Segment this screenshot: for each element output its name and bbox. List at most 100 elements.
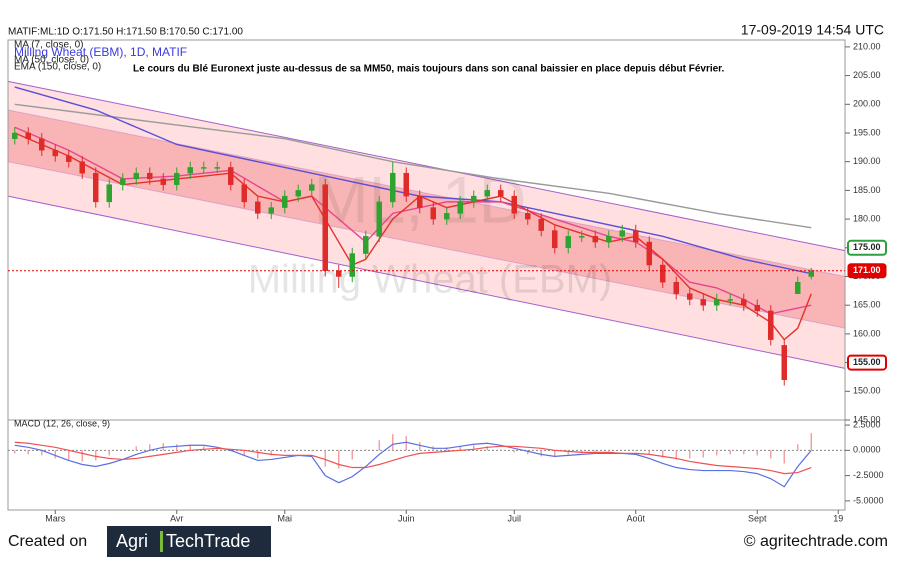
candle-body — [700, 299, 706, 306]
y-tick-label: -2.5000 — [853, 470, 884, 480]
candle-body — [160, 178, 166, 185]
candle-body — [727, 299, 733, 301]
ma-line — [14, 103, 812, 229]
y-tick-label: 185.00 — [853, 185, 881, 195]
candle-body — [241, 184, 247, 203]
y-tick-label: 205.00 — [853, 70, 881, 80]
candle-body — [295, 190, 301, 197]
channel-edge — [7, 80, 846, 252]
price-marker-label: 175.00 — [853, 242, 881, 252]
candle-body — [606, 236, 612, 243]
candle-body — [484, 190, 490, 197]
candle-body — [417, 195, 423, 208]
price-marker-label: 155.00 — [853, 357, 881, 367]
y-tick-label: 210.00 — [853, 41, 881, 51]
legend-entry: MA (7, close, 0) — [14, 40, 83, 51]
candle-body — [349, 253, 355, 277]
candle-body — [336, 270, 342, 277]
candle-body — [201, 167, 207, 169]
y-tick-label: 150.00 — [853, 386, 881, 396]
candle-body — [525, 213, 531, 220]
candle-body — [781, 345, 787, 381]
ma-line — [14, 132, 812, 341]
candle-body — [795, 281, 801, 294]
y-tick-label: 145.00 — [853, 414, 881, 424]
candle-body — [444, 213, 450, 220]
candle-body — [768, 310, 774, 340]
channel-edge — [7, 195, 846, 369]
candle-body — [646, 241, 652, 266]
candle-body — [174, 172, 180, 185]
candle-body — [187, 167, 193, 174]
macd-title: MACD (12, 26, close, 9) — [14, 418, 110, 428]
candle-body — [363, 236, 369, 254]
x-tick-label: 19 — [833, 513, 843, 523]
candle-body — [687, 293, 693, 300]
x-tick-label: Juin — [398, 513, 415, 523]
candle-body — [714, 299, 720, 306]
x-tick-label: Mars — [45, 513, 65, 523]
logo-mark — [160, 531, 163, 552]
candle-body — [12, 132, 18, 139]
y-tick-label: -5.0000 — [853, 495, 884, 505]
candle-body — [39, 138, 45, 151]
y-tick-label: 180.00 — [853, 213, 881, 223]
x-tick-label: Juil — [507, 513, 521, 523]
candle-body — [66, 155, 72, 162]
candle-body — [660, 264, 666, 283]
candle-body — [741, 299, 747, 306]
candle-body — [511, 195, 517, 214]
timestamp: 17-09-2019 14:54 UTC — [741, 22, 884, 38]
candle-body — [633, 230, 639, 243]
plot-frame — [7, 39, 846, 511]
candle-body — [322, 184, 328, 272]
y-tick-label: 2.5000 — [853, 419, 881, 429]
candle-body — [147, 172, 153, 180]
candle-body — [228, 167, 234, 185]
candle-body — [309, 184, 315, 191]
candle-body — [538, 218, 544, 231]
candle-body — [754, 304, 760, 312]
y-tick-label: 195.00 — [853, 127, 881, 137]
macd-line — [14, 441, 812, 475]
candle-body — [457, 201, 463, 214]
legend-entry: MA (50, close, 0) — [14, 55, 89, 66]
candle-body — [52, 149, 58, 157]
candle-body — [673, 281, 679, 294]
price-marker-label: 171.00 — [853, 265, 881, 275]
y-tick-label: 190.00 — [853, 156, 881, 166]
annotation: Le cours du Blé Euronext juste au-dessus… — [133, 64, 725, 75]
created-on: Created on — [8, 533, 87, 550]
candle-body — [25, 132, 31, 139]
chart-title: Milling Wheat (EBM), 1D, MATIF — [14, 45, 187, 59]
candle-body — [579, 236, 585, 238]
y-tick-label: 160.00 — [853, 328, 881, 338]
copyright: © agritechtrade.com — [744, 533, 888, 550]
candle-body — [255, 201, 261, 214]
candle-body — [552, 230, 558, 249]
candle-body — [93, 172, 99, 203]
candle-body — [133, 172, 139, 180]
y-tick-label: 200.00 — [853, 99, 881, 109]
candle-body — [430, 207, 436, 220]
symbol-info: MATIF:ML:1D O:171.50 H:171.50 B:170.50 C… — [8, 27, 243, 38]
logo-techtrade: TechTrade — [166, 531, 250, 551]
watermark: Milling Wheat (EBM) — [248, 258, 613, 302]
logo-agri: Agri — [116, 531, 148, 551]
candle-body — [498, 190, 504, 197]
candle-body — [79, 161, 85, 174]
candle-body — [390, 172, 396, 203]
x-tick-label: Mai — [277, 513, 292, 523]
price-marker — [847, 239, 887, 256]
candle-body — [120, 178, 126, 185]
y-tick-label: 165.00 — [853, 300, 881, 310]
candle-body — [376, 201, 382, 237]
logo-box — [107, 526, 271, 557]
candle-body — [592, 236, 598, 243]
candle-body — [619, 230, 625, 237]
x-tick-label: Août — [626, 513, 645, 523]
candle-body — [268, 207, 274, 214]
candle-body — [106, 184, 112, 203]
